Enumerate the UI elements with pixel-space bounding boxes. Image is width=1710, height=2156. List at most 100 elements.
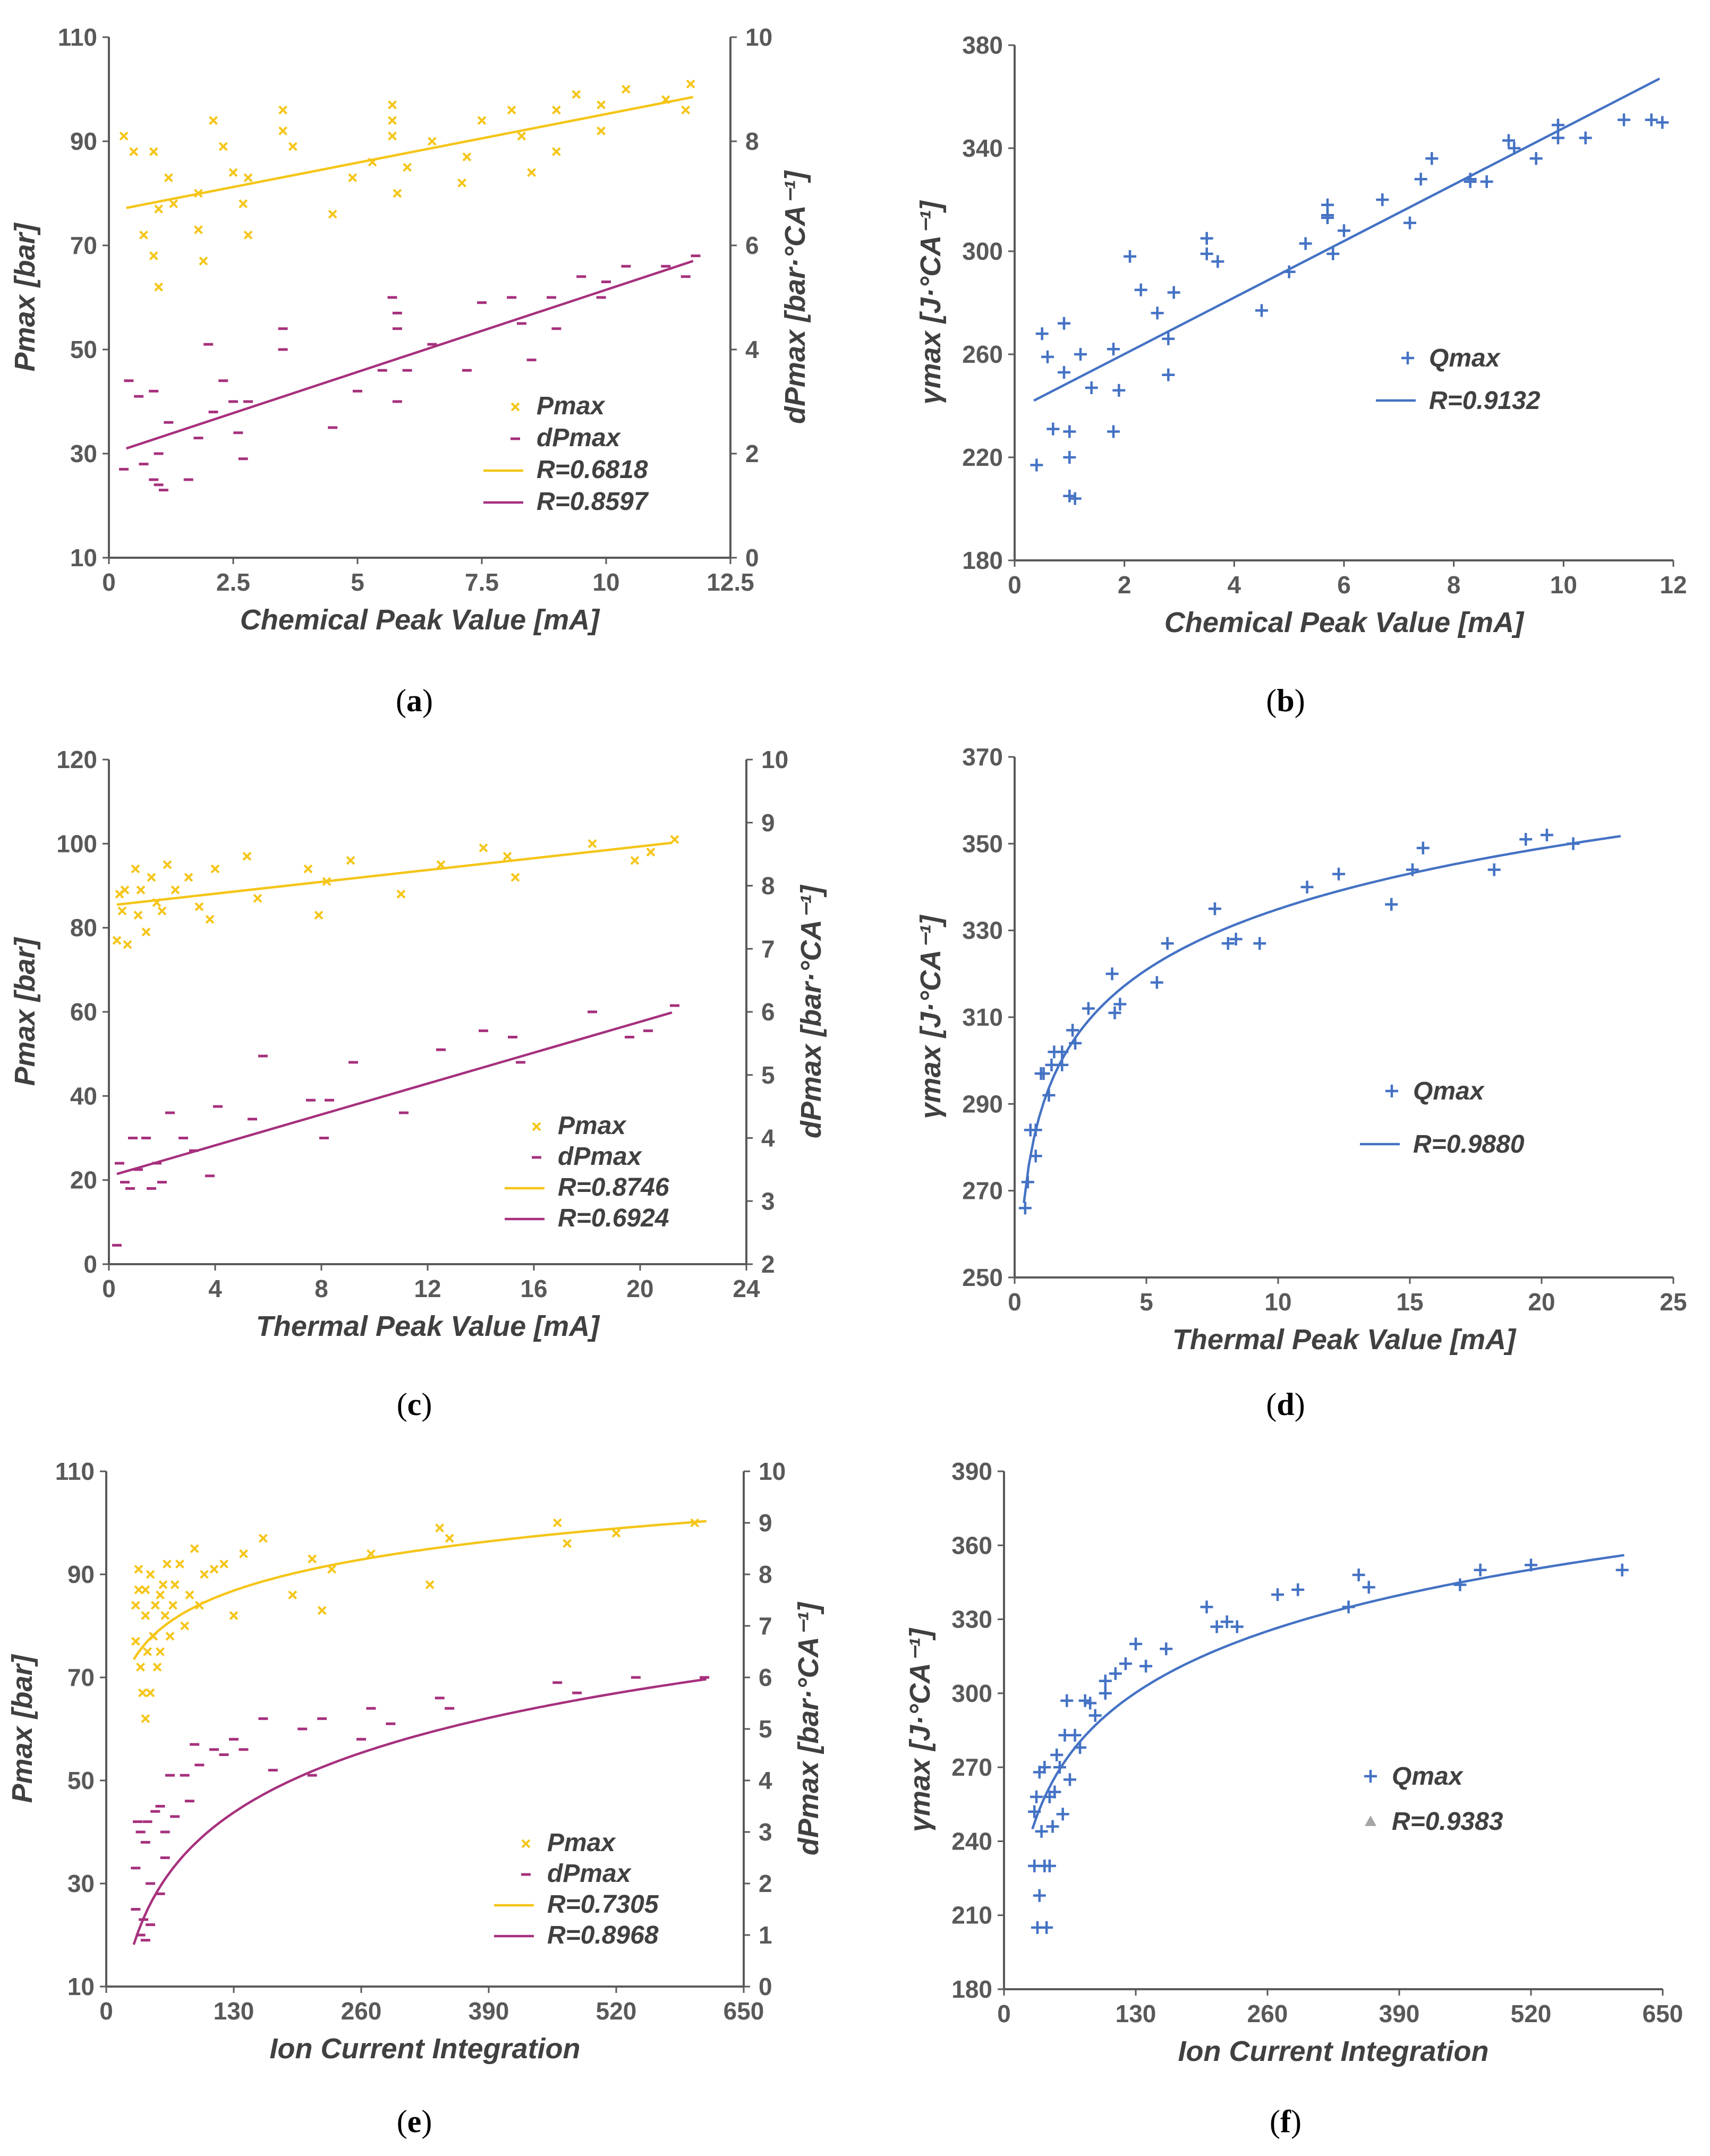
data-point <box>308 1554 317 1564</box>
y-tick-label-right: 0 <box>759 1973 772 2000</box>
x-axis-label: Ion Current Integration <box>1178 2035 1489 2067</box>
panel-f: 0 130 260 390 520 650 180 210 240 270 300 330 360 390… <box>855 1418 1710 2098</box>
fit-line <box>1023 834 1621 1203</box>
data-point <box>670 835 679 844</box>
data-point <box>136 1663 146 1672</box>
y-tick-label-left: 180 <box>951 1975 992 2003</box>
chart-c: 0 4 8 12 16 20 24 0 20 40 60 80 100 120 2 3 4 5 6 7 8 9 10 Ther… <box>9 746 827 1342</box>
y-tick-label-left: 40 <box>70 1082 97 1110</box>
data-point <box>1040 1921 1053 1934</box>
y-tick-label-left: 270 <box>951 1753 992 1781</box>
data-point <box>1552 118 1564 132</box>
data-point <box>630 856 640 865</box>
data-point <box>1099 1686 1112 1700</box>
data-point <box>1525 1558 1537 1572</box>
data-point <box>551 147 561 157</box>
data-point <box>1352 1569 1365 1581</box>
data-point <box>1300 881 1314 893</box>
data-point <box>209 116 218 125</box>
data-point <box>1567 837 1580 850</box>
y-tick-label-right: 1 <box>759 1921 772 1949</box>
data-point <box>1021 1175 1034 1189</box>
data-point <box>686 79 695 89</box>
data-point <box>1068 492 1082 505</box>
x-tick-label: 10 <box>1550 571 1577 599</box>
data-point <box>479 843 488 853</box>
data-point <box>425 1580 435 1589</box>
data-point <box>552 1518 562 1528</box>
x-tick-label: 24 <box>733 1275 760 1302</box>
data-point <box>253 893 262 903</box>
y-tick-label-right: 0 <box>745 544 759 572</box>
data-point <box>200 1570 209 1579</box>
data-point <box>154 204 164 214</box>
data-point <box>1487 863 1501 876</box>
data-point <box>1162 368 1175 381</box>
fit-line <box>116 1011 673 1175</box>
data-point <box>1053 1761 1066 1774</box>
y-axis-label-right: dPmax [bar·°CA⁻¹] <box>779 170 811 424</box>
data-point <box>156 1647 165 1656</box>
data-point <box>1046 1820 1059 1833</box>
data-point <box>1342 1600 1355 1614</box>
data-point <box>218 142 228 151</box>
x-tick-label: 260 <box>341 1997 382 2025</box>
data-point <box>143 1647 152 1656</box>
data-point <box>597 100 606 109</box>
data-point <box>327 1564 337 1574</box>
data-point <box>1540 829 1553 841</box>
data-point <box>229 1611 239 1621</box>
data-point <box>210 864 220 874</box>
y-tick-label-left: 50 <box>67 1767 95 1794</box>
data-point <box>194 189 203 198</box>
y-axis-label-left: γmax [J·°CA⁻¹] <box>915 200 947 404</box>
data-point <box>288 142 297 151</box>
data-point <box>388 116 397 125</box>
x-tick-label: 0 <box>997 2000 1011 2027</box>
data-point <box>239 1549 248 1558</box>
data-point <box>278 126 288 135</box>
data-point <box>1362 1581 1375 1594</box>
x-tick-label: 5 <box>351 568 364 596</box>
y-tick-label-left: 250 <box>962 1264 1003 1291</box>
data-point <box>139 230 148 240</box>
data-point <box>199 256 208 266</box>
y-axis-label-left: γmax [J·°CA⁻¹] <box>915 914 947 1119</box>
y-tick-label-left: 350 <box>962 830 1003 857</box>
data-point <box>141 1585 150 1595</box>
y-tick-label-right: 9 <box>761 809 775 837</box>
data-point <box>1579 131 1592 144</box>
y-tick-label-left: 70 <box>70 232 97 259</box>
y-tick-label-left: 390 <box>951 1458 992 1485</box>
y-tick-label-left: 360 <box>951 1531 992 1559</box>
data-point <box>1229 933 1243 945</box>
legend-marker <box>1365 1816 1376 1826</box>
y-tick-label-right: 3 <box>759 1818 772 1846</box>
data-point <box>1068 1728 1082 1742</box>
y-tick-label-right: 2 <box>759 1870 772 1897</box>
x-tick-label: 650 <box>724 1997 764 2025</box>
data-point <box>563 1539 572 1548</box>
y-tick-label-left: 20 <box>70 1166 97 1194</box>
chart-b: 0 2 4 6 8 10 12 180 220 260 300 340 380 Chemical Peak… <box>915 31 1687 638</box>
data-point <box>146 1570 155 1579</box>
data-point <box>133 910 143 920</box>
data-point <box>150 1600 160 1610</box>
data-point <box>1033 1889 1046 1902</box>
chart-a: 0 2.5 5 7.5 10 12.5 10 30 50 70 90 110 0 2 4 6 8 10 Chemic… <box>9 23 811 636</box>
x-axis-label: Thermal Peak Value [mA] <box>1172 1324 1517 1356</box>
y-tick-label-left: 90 <box>67 1561 95 1588</box>
data-point <box>149 251 158 261</box>
x-tick-label: 390 <box>469 1997 509 2025</box>
chart-e: 0 130 260 390 520 650 10 30 50 70 90 110 0 1 2 3 4 5 6 7 8 9 1… <box>6 1458 824 2065</box>
data-point <box>1291 1583 1305 1596</box>
data-point <box>1084 1697 1097 1710</box>
data-point <box>1056 1808 1069 1821</box>
data-point <box>1200 247 1213 260</box>
x-tick-label: 2 <box>1118 571 1132 599</box>
y-tick-label-left: 80 <box>70 914 97 942</box>
data-point <box>1502 134 1515 147</box>
data-point <box>396 889 406 899</box>
fit-line <box>132 1520 707 1660</box>
data-point <box>1030 1790 1043 1803</box>
